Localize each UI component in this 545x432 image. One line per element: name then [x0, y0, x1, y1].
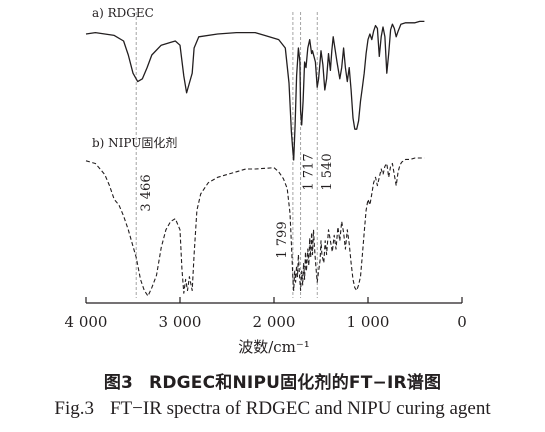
series-label-rdgec: a) RDGEC	[92, 6, 154, 20]
series-line-rdgec	[85, 20, 425, 161]
x-axis-label: 波数/cm⁻¹	[238, 338, 310, 356]
reference-label-0: 3 466	[139, 174, 154, 211]
reference-label-2: 1 717	[302, 153, 317, 190]
caption-english: Fig.3 FT−IR spectra of RDGEC and NIPU cur…	[0, 398, 545, 420]
x-axis: 4 000 3 000 2 000 1 000 0	[65, 297, 467, 331]
reference-label-3: 1 540	[320, 153, 335, 190]
series-line-nipu	[85, 157, 425, 297]
caption-chinese: 图3 RDGEC和NIPU固化剂的FT−IR谱图	[0, 368, 545, 393]
reference-lines	[135, 12, 318, 298]
x-tick-label-4: 0	[457, 313, 467, 331]
series-label-nipu: b) NIPU固化剂	[92, 135, 177, 150]
caption-cn-figure-number: 图3	[103, 373, 134, 393]
spectra	[85, 20, 425, 297]
reference-labels: 3 466 1 799 1 717 1 540	[139, 153, 335, 258]
caption-en-figure-number: Fig.3	[54, 398, 94, 419]
caption-cn-title: RDGEC和NIPU固化剂的FT−IR谱图	[149, 373, 442, 393]
x-tick-label-3: 1 000	[347, 313, 390, 331]
x-tick-label-1: 3 000	[159, 313, 202, 331]
x-tick-label-0: 4 000	[65, 313, 108, 331]
reference-label-1: 1 799	[275, 221, 290, 258]
caption-en-title: FT−IR spectra of RDGEC and NIPU curing a…	[109, 398, 491, 419]
x-tick-label-2: 2 000	[253, 313, 296, 331]
